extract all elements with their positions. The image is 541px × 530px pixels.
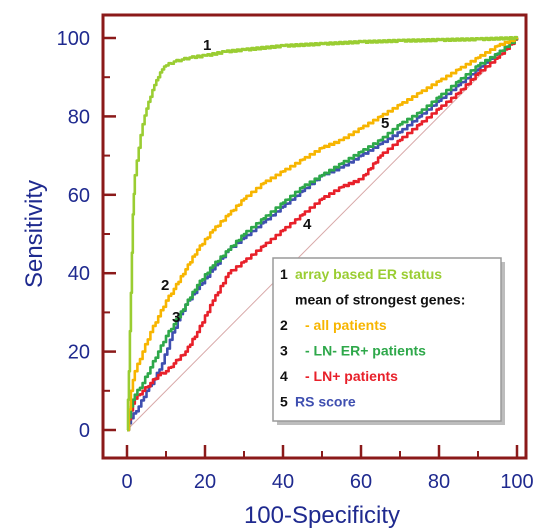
x-tick-label: 0 [121, 471, 132, 493]
legend-number: 4 [280, 368, 288, 384]
curve-label-4: 4 [303, 216, 312, 233]
legend-entry-text: RS score [295, 394, 356, 410]
y-tick-label: 100 [57, 28, 90, 50]
curve-label-1: 1 [203, 37, 211, 54]
legend-number: 2 [280, 317, 288, 333]
roc-curve-4 [127, 38, 519, 432]
y-axis-title: Sensitivity [21, 180, 48, 288]
legend-entry-text: - LN- ER+ patients [305, 343, 426, 359]
x-tick-label: 80 [428, 471, 450, 493]
curve-label-5: 5 [381, 115, 389, 132]
legend-number: 3 [280, 343, 288, 359]
plot-frame [101, 13, 528, 460]
legend-number: 5 [280, 394, 288, 410]
legend-number: 1 [280, 266, 288, 282]
legend-entry-text: array based ER status [295, 266, 442, 282]
curve-label-3: 3 [172, 309, 180, 326]
x-tick-label: 20 [194, 471, 216, 493]
x-tick-label: 60 [350, 471, 372, 493]
x-axis-title: 100-Specificity [244, 502, 400, 529]
y-tick-label: 0 [79, 420, 90, 442]
x-tick-label: 100 [500, 471, 533, 493]
legend-box [272, 257, 502, 422]
roc-curve-1 [126, 35, 519, 432]
legend-entry-text: - all patients [305, 317, 387, 333]
diagonal-reference-line [126, 37, 518, 431]
x-tick-label: 40 [272, 471, 294, 493]
y-tick-label: 20 [68, 342, 90, 364]
legend-subheading: mean of strongest genes: [295, 292, 465, 308]
curve-label-2: 2 [161, 277, 169, 294]
roc-curve-3 [127, 37, 519, 432]
y-tick-label: 60 [68, 185, 90, 207]
legend-entry-text: - LN+ patients [305, 368, 398, 384]
y-tick-label: 40 [68, 263, 90, 285]
roc-curve-2 [127, 36, 519, 432]
y-tick-label: 80 [68, 106, 90, 128]
